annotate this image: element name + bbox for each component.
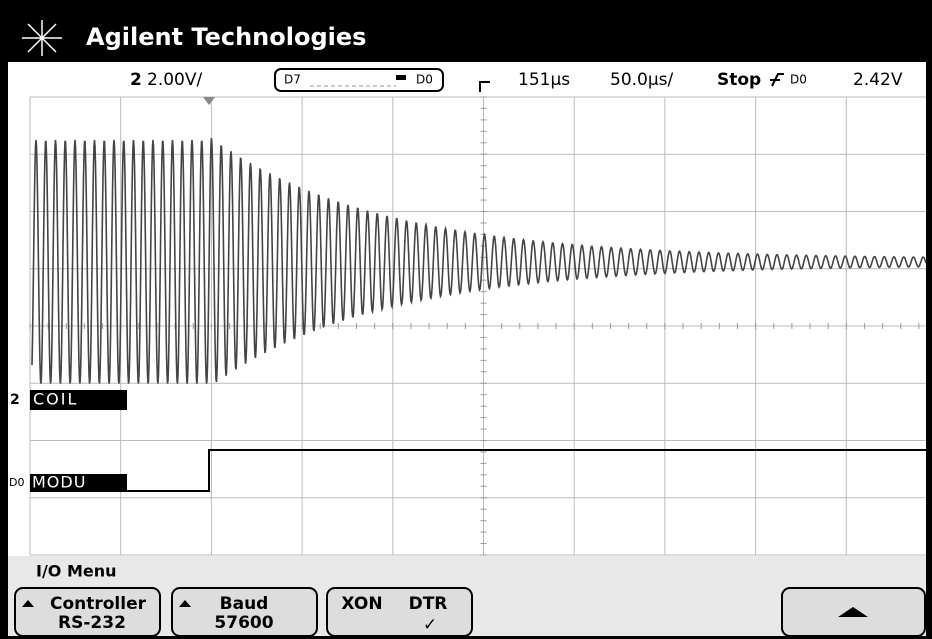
delay: 151µs [518, 70, 570, 90]
trigger-level: 2.42V [853, 70, 903, 90]
trigger-source: D0 [790, 73, 807, 87]
brand: Agilent Technologies [86, 23, 366, 51]
key-value: 57600 [214, 613, 273, 633]
scale: 2.00V/ [147, 70, 202, 90]
key-label: XON [341, 594, 382, 614]
channel: 2 [130, 70, 142, 90]
screen-bg [8, 62, 926, 636]
coil-label: COIL [33, 390, 78, 409]
coil-label-bg [30, 390, 127, 410]
status-bar: 2 2.00V/ D7 D0 151µs 50.0µs/ Stop D0 2.4… [130, 68, 903, 92]
modu-label: MODU [32, 473, 86, 492]
key-arrow [22, 600, 34, 607]
trigger-icon [770, 73, 784, 87]
key-arrow [179, 600, 191, 607]
softkey[interactable] [171, 587, 318, 637]
key-value: ✓ [423, 615, 437, 635]
d0-marker: D0 [9, 476, 24, 489]
coil-waveform [31, 138, 927, 384]
key-value: RS-232 [58, 613, 126, 633]
softkey[interactable] [326, 587, 473, 637]
timebase: 50.0µs/ [610, 70, 674, 90]
modu-label-bg [30, 474, 127, 492]
run-state: Stop [717, 70, 761, 90]
digital-marker [396, 75, 406, 80]
ch-marker: 2 [10, 392, 20, 408]
key-label: Baud [220, 594, 269, 614]
up-arrow [838, 607, 868, 617]
key-label: Controller [50, 594, 147, 614]
trigger-marker [203, 97, 215, 105]
softkeys[interactable]: Controller RS-232 Baud 57600 XON DTR ✓ [14, 587, 926, 637]
key-label: DTR [409, 594, 448, 614]
softkey[interactable] [14, 587, 161, 637]
digital-high: D7 [284, 73, 301, 87]
delay-icon [479, 81, 490, 92]
logo [22, 20, 62, 56]
menu-title: I/O Menu [36, 562, 117, 581]
digital-low: D0 [416, 73, 433, 87]
